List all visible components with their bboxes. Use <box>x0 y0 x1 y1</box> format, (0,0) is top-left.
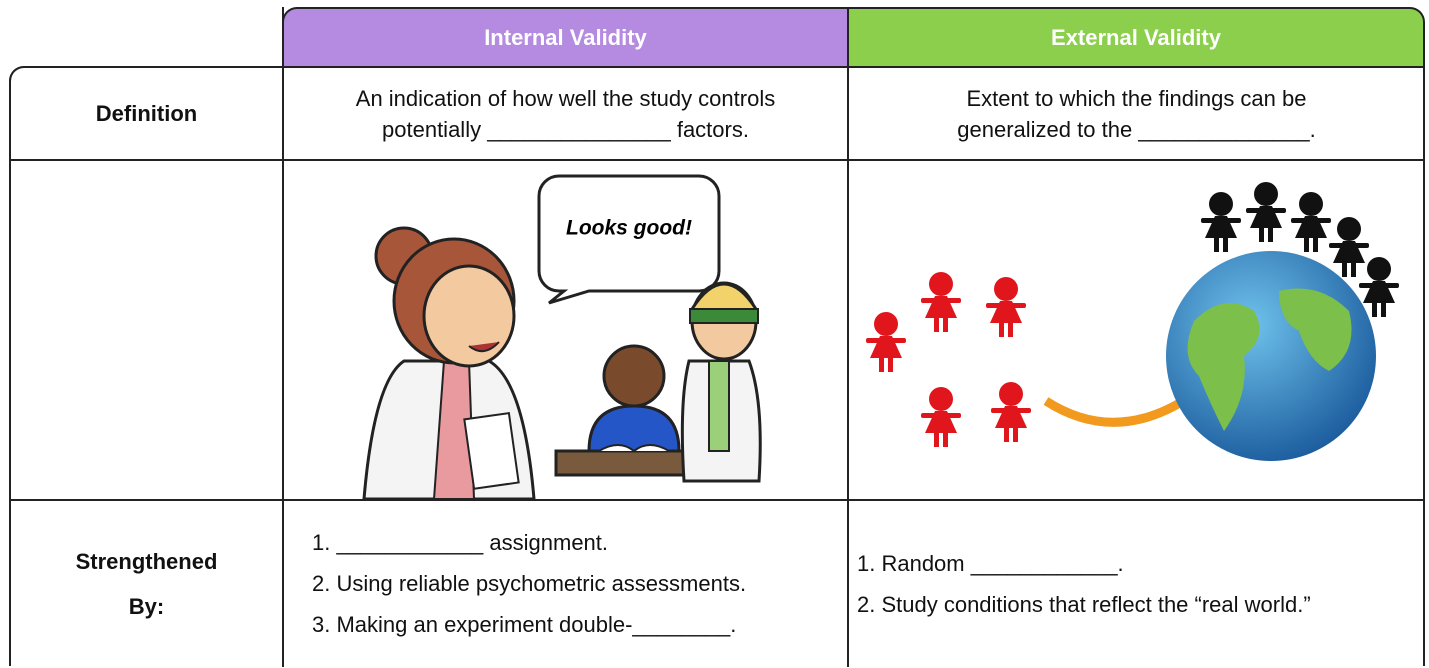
external-header-bg <box>848 8 1424 67</box>
text-line: generalized to the ______________. <box>957 116 1316 142</box>
internal-header-bg <box>283 8 849 67</box>
text-line: An indication of how well the study cont… <box>355 85 776 111</box>
student-head <box>602 344 666 408</box>
text-line: Extent to which the findings can be <box>966 85 1307 111</box>
column-header: Internal Validity <box>283 8 848 66</box>
row-label: Definition <box>10 68 283 159</box>
bubble-text: Looks good! <box>566 217 692 240</box>
student-body <box>587 404 681 453</box>
column-header: External Validity <box>848 8 1424 66</box>
list-item: 1. Random ____________. <box>857 550 1124 576</box>
shirt <box>708 360 730 452</box>
desk <box>554 449 688 477</box>
label-text: By: <box>128 593 165 619</box>
arrow <box>1043 392 1194 427</box>
definition-internal: An indication of how well the study cont… <box>284 68 847 159</box>
list-item: 2. Using reliable psychometric assessmen… <box>312 571 747 596</box>
strengthened-internal: 1. ____________ assignment. 2. Using rel… <box>284 501 847 666</box>
col-line <box>282 7 284 667</box>
body-frame <box>9 66 1425 666</box>
label-text: Definition <box>95 101 198 126</box>
hair <box>690 282 758 310</box>
row-label: Strengthened By: <box>10 501 283 666</box>
row-line <box>9 499 1425 501</box>
row-line <box>9 159 1425 161</box>
col-line <box>847 7 849 667</box>
external-illustration <box>866 182 1399 461</box>
text-line: potentially _______________ factors. <box>382 116 749 142</box>
row-line <box>283 66 1425 68</box>
clipboard <box>463 412 520 490</box>
list-item: 2. Study conditions that reflect the “re… <box>857 591 1311 617</box>
blindfold <box>689 308 759 324</box>
strengthened-external: 1. Random ____________. 2. Study conditi… <box>849 501 1424 666</box>
continents <box>1187 288 1352 431</box>
label-text: Strengthened <box>75 548 218 574</box>
list-item: 3. Making an experiment double-________. <box>312 612 737 637</box>
mouth <box>468 341 500 353</box>
sample-people <box>866 272 1031 447</box>
internal-illustration: Looks good! <box>362 174 762 499</box>
header-text: Internal Validity <box>484 24 647 50</box>
speech-bubble <box>537 174 721 305</box>
body-frame-top <box>9 66 299 96</box>
book <box>598 444 670 453</box>
face <box>422 264 516 368</box>
header-text: External Validity <box>1051 24 1221 50</box>
definition-external: Extent to which the findings can be gene… <box>849 68 1424 159</box>
list-item: 1. ____________ assignment. <box>312 530 609 555</box>
